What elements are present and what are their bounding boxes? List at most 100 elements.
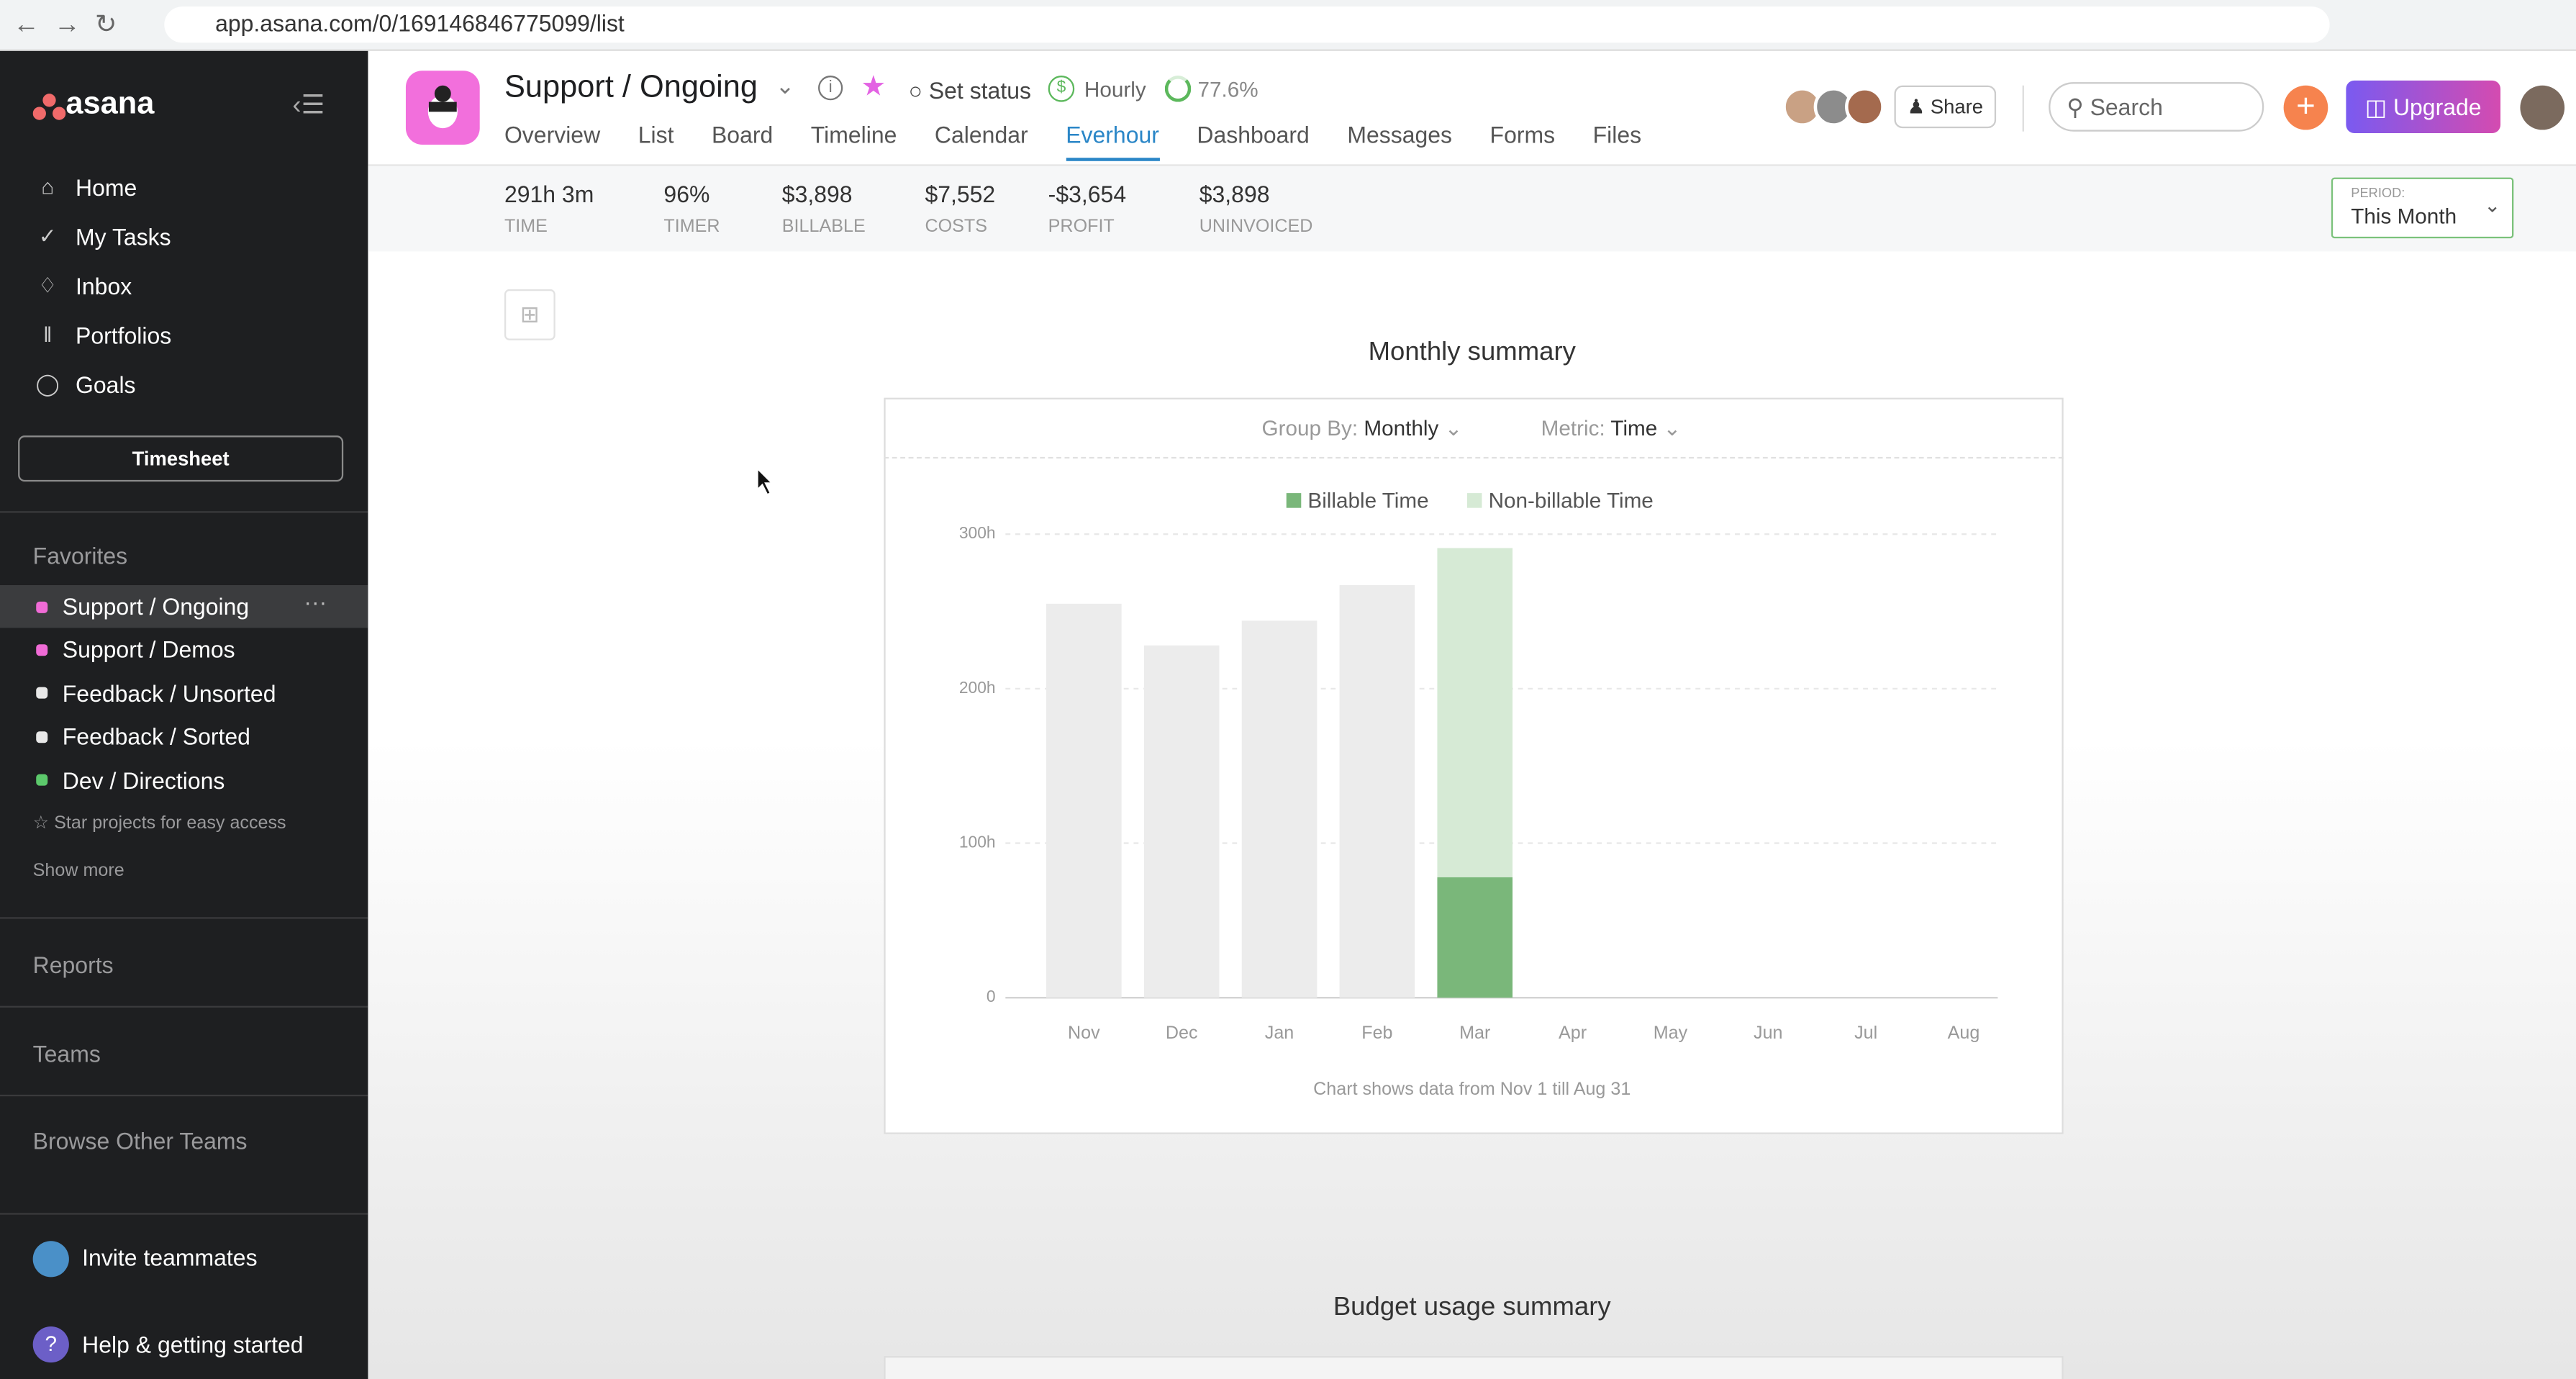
divider [0,1213,368,1215]
favorite-item[interactable]: Support / Demos [62,636,235,664]
favorite-dot [36,731,48,743]
chart-footnote: Chart shows data from Nov 1 till Aug 31 [1313,1080,1631,1100]
stat-value: 96% [663,181,710,207]
tabs: Overview List Board Timeline Calendar Everhou… [504,122,1641,161]
stat-label: UNINVOICED [1199,217,1313,237]
avatar [1845,87,1885,127]
search-box[interactable]: ⚲ Search [2049,82,2264,132]
stat-label: TIMER [663,217,720,237]
star-hint: ☆ Star projects for easy access [32,813,286,833]
tab[interactable]: Messages [1347,121,1453,148]
favorite-dot [36,774,48,786]
progress-value: 77.6% [1197,77,1258,102]
share-text: Share [1930,95,1983,119]
browser-controls[interactable]: ← → ↻ [13,11,117,40]
help-icon: ? [32,1326,69,1363]
timesheet-button[interactable]: Timesheet [18,435,344,482]
favorite-highlight [0,584,368,628]
period-chevron: ⌄ [2484,194,2501,217]
sidebar-section[interactable]: Teams [32,1039,101,1066]
group-by-value: Monthly [1364,415,1439,441]
group-by-control[interactable]: Group By: Monthly ⌄ [1261,415,1463,441]
group-by-label: Group By: [1261,415,1359,441]
sidebar-section[interactable]: Reports [32,951,114,978]
tab[interactable]: Files [1592,121,1642,148]
logo-text: asana [65,87,155,122]
budget-title: Budget usage summary [1333,1293,1611,1322]
invite-teammates[interactable]: Invite teammates [82,1244,258,1271]
search-placeholder: Search [2090,94,2163,120]
budget-panel [884,1356,2064,1379]
tab[interactable]: List [638,121,674,148]
title-chevron[interactable]: ⌄ [775,72,795,99]
project-title: Support / Ongoing [504,71,758,106]
nav-icon: ‖ [43,322,53,347]
tab[interactable]: Board [711,121,774,148]
tab[interactable]: Dashboard [1197,121,1310,148]
nav-item[interactable]: Home [76,174,137,201]
chart-controls-divider [884,456,2064,459]
favorite-item[interactable]: Feedback / Unsorted [62,679,276,707]
mouse-cursor [756,466,774,496]
stat-value: $3,898 [1199,181,1270,207]
nav-icon: ◯ [35,371,60,397]
collapse-button[interactable]: ‹☰ [292,91,325,120]
chart-panel [884,397,2064,1134]
favorite-item[interactable]: Feedback / Sorted [62,723,250,750]
favorites-title: Favorites [32,542,128,569]
period-select[interactable]: PERIOD: This Month ⌄ [2331,177,2514,239]
info-icon[interactable]: i [818,76,843,101]
metric-value: Time [1610,415,1658,441]
address-bar[interactable] [164,6,2330,43]
favorite-dot [36,600,48,612]
upgrade-text: Upgrade [2393,94,2482,120]
show-more[interactable]: Show more [32,861,124,882]
stats-bar [368,166,2576,252]
divider [0,511,368,513]
help-link[interactable]: Help & getting started [82,1331,304,1358]
divider [0,917,368,919]
url: app.asana.com/0/169146846775099/list [215,9,625,37]
upgrade-button[interactable]: ◫ Upgrade [2346,80,2501,133]
favorite-menu[interactable]: ··· [304,588,327,615]
stat-label: PROFIT [1048,217,1115,237]
layout-button[interactable]: ⊞ [504,289,555,340]
period-caption: PERIOD: [2351,186,2405,201]
metric-label: Metric: [1541,415,1605,441]
billing-type: Hourly [1084,77,1146,102]
stat-value: $3,898 [781,181,853,207]
favorite-item[interactable]: Support / Ongoing [62,593,250,620]
sidebar [0,50,368,1379]
progress-ring [1164,76,1192,102]
favorite-item[interactable]: Dev / Directions [62,767,225,794]
nav-item[interactable]: My Tasks [76,223,171,250]
period-value: This Month [2351,204,2457,229]
set-status-text: Set status [928,77,1031,104]
nav-item[interactable]: Goals [76,371,136,398]
user-avatar[interactable] [2520,85,2565,130]
divider [2022,85,2024,132]
chart-title: Monthly summary [1368,338,1576,367]
favorite-dot [36,687,48,700]
header-border [368,164,2576,166]
tab[interactable]: Timeline [810,121,897,148]
stat-label: TIME [504,217,548,237]
divider [0,1005,368,1008]
nav-item[interactable]: Inbox [76,273,132,299]
nav-icon: ✓ [38,223,57,248]
sidebar-section[interactable]: Browse Other Teams [32,1127,248,1154]
star-icon[interactable]: ★ [861,71,886,102]
project-icon [405,71,480,145]
star-hint-text: Star projects for easy access [54,813,286,833]
share-button[interactable]: ♟ Share [1894,85,1997,129]
tab[interactable]: Everhour [1066,122,1159,161]
tab[interactable]: Overview [504,121,601,148]
tab[interactable]: Forms [1489,121,1556,148]
set-status[interactable]: ○ Set status [908,77,1031,104]
logo-mark [32,94,66,120]
nav-item[interactable]: Portfolios [76,322,172,349]
tab[interactable]: Calendar [934,121,1028,148]
add-button[interactable]: + [2283,85,2328,130]
metric-control[interactable]: Metric: Time ⌄ [1541,415,1682,441]
